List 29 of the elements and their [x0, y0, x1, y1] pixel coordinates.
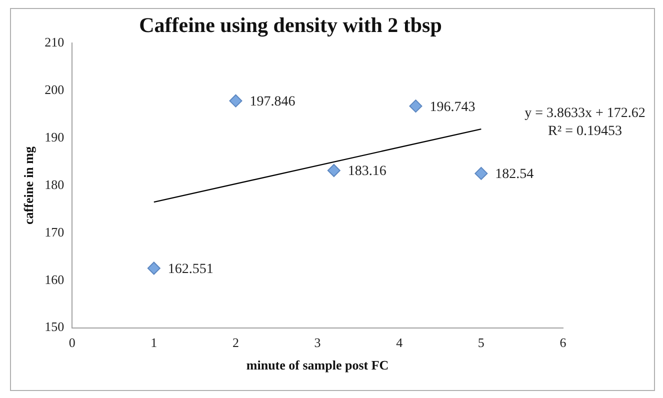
y-tick-label: 190: [44, 129, 64, 144]
annotation: R² = 0.19453: [548, 124, 622, 139]
y-tick-label: 170: [44, 224, 64, 240]
data-label: 162.551: [168, 262, 214, 277]
point: [474, 166, 488, 180]
annotation: y = 3.8633x + 172.62: [524, 106, 646, 121]
data-label: 196.743: [430, 100, 476, 115]
x-tick-label: 1: [150, 335, 158, 350]
point: [229, 94, 242, 108]
y-tick-label: 150: [44, 319, 64, 334]
y-tick-label: 210: [44, 34, 64, 50]
y-axis-title: caffeine in mg: [21, 146, 36, 224]
x-tick-label: 2: [232, 335, 239, 350]
data-label: 182.54: [495, 167, 534, 182]
chart-title: Caffeine using density with 2 tbsp: [139, 13, 442, 38]
y-tick-label: 160: [44, 272, 64, 287]
x-tick-label: 0: [68, 335, 76, 350]
point: [327, 164, 340, 178]
x-tick-label: 6: [560, 335, 567, 350]
y-tick-label: 200: [44, 82, 64, 98]
data-label: 197.846: [250, 94, 296, 110]
y-tick-label: 180: [44, 176, 64, 192]
x-axis-title: minute of sample post FC: [246, 358, 389, 373]
data-label: 183.16: [348, 164, 386, 180]
x-tick-label: 4: [396, 335, 404, 350]
point: [147, 262, 160, 275]
x-tick-label: 5: [478, 335, 484, 350]
x-tick-label: 3: [314, 335, 321, 350]
point: [409, 100, 422, 113]
